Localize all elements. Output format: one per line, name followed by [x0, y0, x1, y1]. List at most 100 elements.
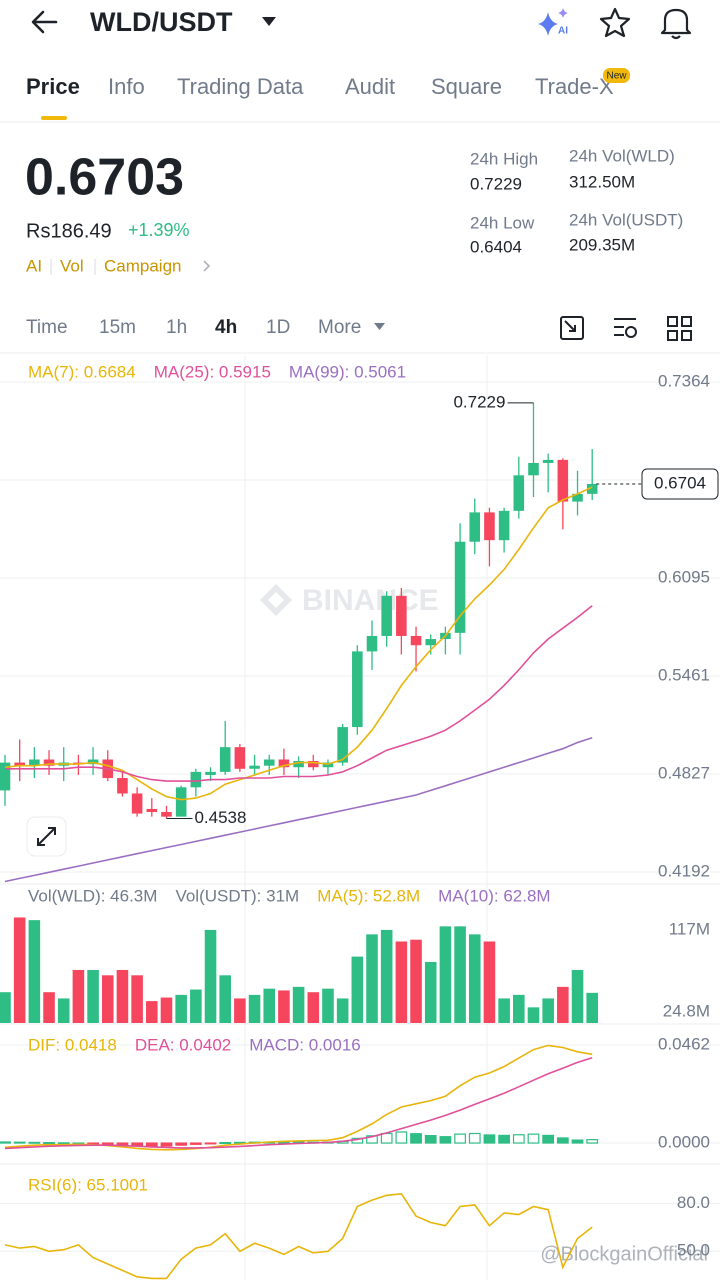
volume-bar: [292, 986, 305, 1023]
candle-body: [278, 759, 290, 768]
macd-bar: [43, 1142, 55, 1145]
price-change: +1.39%: [128, 220, 190, 240]
rsi-line: [4, 1192, 593, 1280]
macd-bar: [366, 1135, 378, 1144]
candle-body: [146, 808, 158, 813]
volume-bar: [513, 994, 525, 1023]
macd-line: [4, 1044, 593, 1151]
y-tick-label: 0.0000: [658, 1133, 710, 1152]
stat-value: 0.7229: [470, 174, 522, 193]
volume-bar: [454, 926, 466, 1023]
macd-bar: [395, 1131, 408, 1144]
back-button[interactable]: [31, 10, 58, 34]
macd-bar: [542, 1134, 555, 1144]
macd-bar: [586, 1139, 599, 1144]
candle-body: [117, 778, 128, 794]
tab[interactable]: Audit: [345, 74, 395, 99]
legend-entry: DIF: 0.0418: [28, 1035, 117, 1054]
volume-bar: [586, 992, 598, 1023]
tag[interactable]: Vol: [60, 256, 84, 275]
pair-title[interactable]: WLD/USDT: [90, 7, 233, 37]
legend-entry: MACD: 0.0016: [249, 1035, 361, 1054]
volume-bar: [263, 988, 276, 1023]
volume-bar: [351, 956, 364, 1023]
volume-bar: [542, 998, 554, 1023]
stat-label: 24h Vol(USDT): [569, 210, 683, 229]
volume-bar: [410, 939, 422, 1023]
pair-dropdown[interactable]: [262, 17, 276, 26]
volume-bar: [204, 929, 217, 1023]
timeframe[interactable]: 15m: [99, 317, 136, 338]
candle-body: [234, 747, 246, 769]
volume-bar: [146, 1001, 158, 1023]
candle-body: [425, 639, 437, 646]
candle-body: [513, 475, 525, 511]
volume-bar: [307, 992, 320, 1023]
expand-button[interactable]: [26, 816, 67, 857]
macd-line: [4, 1056, 593, 1150]
candle-body: [469, 512, 481, 542]
tag[interactable]: Campaign: [104, 256, 182, 275]
candle-body: [29, 759, 40, 766]
chevron: [203, 260, 211, 272]
macd-bar: [204, 1142, 217, 1145]
macd-bar: [160, 1142, 173, 1147]
timeframe[interactable]: More: [318, 317, 361, 338]
last-price-tag: [641, 468, 719, 500]
candle-body: [557, 459, 569, 502]
stat-value: 0.6404: [470, 237, 522, 256]
macd-bar: [439, 1136, 452, 1144]
candle-body: [205, 771, 216, 775]
tab[interactable]: Price: [26, 74, 80, 99]
macd-bar: [424, 1135, 437, 1144]
macd-bar: [571, 1139, 584, 1144]
macd-bar: [498, 1134, 511, 1144]
macd-bar: [101, 1142, 114, 1145]
y-tick-label: 0.7364: [658, 372, 710, 391]
ai-icon[interactable]: AI: [538, 8, 568, 37]
legend-entry: RSI(6): 65.1001: [28, 1175, 148, 1194]
more-caret[interactable]: [374, 323, 385, 330]
svg-text:AI: AI: [558, 26, 568, 37]
legend-entry: MA(7): 0.6684: [28, 362, 136, 381]
fiat-price: Rs186.49: [26, 220, 112, 242]
y-tick-label: 80.0: [677, 1193, 710, 1212]
legend-entry: MA(5): 52.8M: [317, 886, 420, 905]
volume-bar: [160, 997, 173, 1023]
tab[interactable]: Trading Data: [177, 74, 304, 99]
volume-bar: [395, 941, 408, 1023]
binance-logo: [260, 584, 292, 616]
candle-body: [322, 762, 334, 768]
low-annotation: 0.4538: [194, 808, 246, 827]
stat-value: 312.50M: [569, 172, 635, 191]
macd-bar: [28, 1141, 41, 1144]
legend-entry: Vol(USDT): 31M: [175, 886, 299, 905]
candle-body: [454, 541, 466, 633]
chart-tools[interactable]: [560, 316, 692, 341]
volume-bar: [131, 975, 143, 1023]
timeframe[interactable]: 4h: [215, 317, 237, 338]
volume-bar: [101, 975, 114, 1023]
macd-bar: [87, 1142, 99, 1145]
y-tick-label: 0.0462: [658, 1034, 710, 1053]
timeframe[interactable]: Time: [26, 317, 68, 338]
tab[interactable]: Trade-X: [535, 74, 614, 99]
candle-body: [484, 512, 495, 541]
macd-bar: [233, 1141, 246, 1144]
candle-body: [175, 787, 187, 817]
favorite-star[interactable]: [599, 7, 631, 38]
new-badge: New: [606, 71, 627, 82]
tag[interactable]: AI: [26, 256, 42, 275]
timeframe[interactable]: 1D: [266, 317, 290, 338]
y-tick-label: 0.4192: [658, 861, 710, 880]
candle-body: [161, 812, 172, 817]
candle-body: [14, 762, 25, 766]
tab[interactable]: Square: [431, 74, 502, 99]
notification-bell[interactable]: [660, 8, 692, 40]
volume-bar: [571, 969, 584, 1023]
tab[interactable]: Info: [108, 74, 145, 99]
timeframe[interactable]: 1h: [166, 317, 187, 338]
stat-label: 24h Low: [470, 213, 535, 232]
legend-entry: MA(99): 0.5061: [289, 362, 406, 381]
candle-body: [366, 635, 378, 652]
